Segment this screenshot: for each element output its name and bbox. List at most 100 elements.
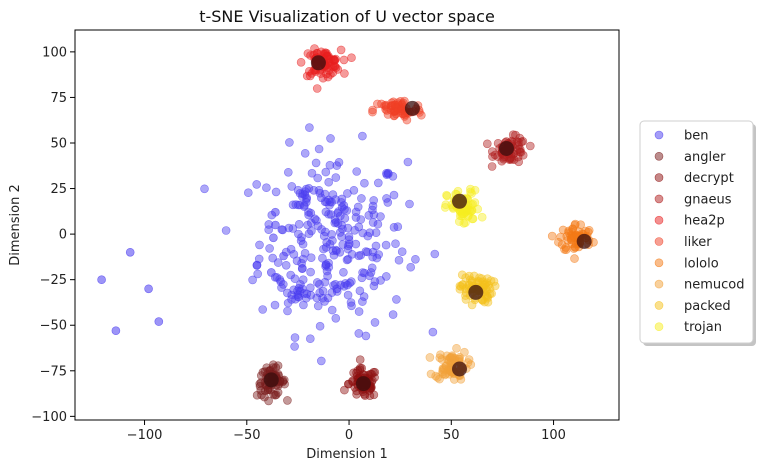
data-point xyxy=(318,286,328,296)
data-point xyxy=(266,268,276,277)
data-point xyxy=(290,333,300,342)
data-point xyxy=(356,215,366,224)
data-point xyxy=(291,200,301,209)
data-point xyxy=(436,350,445,360)
data-point xyxy=(473,277,483,286)
data-point xyxy=(271,207,280,217)
data-point xyxy=(320,297,329,306)
legend-item-hea2p: hea2p xyxy=(654,214,725,229)
data-point xyxy=(324,209,333,219)
data-point xyxy=(325,160,335,170)
data-point xyxy=(320,189,330,199)
legend-marker xyxy=(654,279,664,289)
data-point xyxy=(331,313,341,323)
data-point xyxy=(255,240,264,250)
data-point xyxy=(358,297,367,306)
points-layer xyxy=(97,44,598,406)
legend-item-liker: liker xyxy=(654,235,712,250)
data-point xyxy=(300,149,310,158)
legend-label: lololo xyxy=(684,256,719,271)
series-packed xyxy=(455,270,500,310)
data-point xyxy=(355,286,365,296)
data-point xyxy=(554,237,563,247)
centroid-point xyxy=(576,233,592,249)
legend-item-lololo: lololo xyxy=(654,256,719,271)
y-tick-label: −25 xyxy=(40,273,67,288)
legend-box xyxy=(639,120,754,344)
data-point xyxy=(200,184,209,194)
data-point xyxy=(360,178,369,188)
data-point xyxy=(252,180,262,189)
data-point xyxy=(306,208,316,218)
data-point xyxy=(315,321,325,331)
legend-marker xyxy=(654,130,664,140)
data-point xyxy=(489,277,499,286)
legend-item-nemucod: nemucod xyxy=(654,278,745,293)
data-point xyxy=(357,273,367,283)
data-point xyxy=(403,157,413,167)
data-point xyxy=(281,260,291,270)
data-point xyxy=(283,168,293,177)
data-point xyxy=(320,197,330,207)
data-point xyxy=(487,147,497,156)
legend-label: packed xyxy=(684,299,731,314)
data-point xyxy=(473,204,483,214)
data-point xyxy=(300,187,310,196)
data-point xyxy=(371,228,381,237)
series-decrypt xyxy=(340,355,380,401)
data-point xyxy=(352,167,362,176)
data-point xyxy=(398,98,408,108)
data-point xyxy=(286,244,296,254)
data-point xyxy=(397,247,407,256)
data-point xyxy=(392,295,401,304)
legend-marker xyxy=(654,258,664,268)
data-point xyxy=(388,310,398,319)
data-point xyxy=(368,105,377,115)
data-point xyxy=(468,214,477,224)
data-point xyxy=(373,99,382,109)
legend-label: gnaeus xyxy=(684,192,732,207)
data-point xyxy=(584,226,594,235)
data-point xyxy=(381,102,391,111)
data-point xyxy=(313,173,323,183)
data-point xyxy=(564,228,573,237)
data-point xyxy=(330,218,340,228)
data-point xyxy=(275,275,285,284)
data-point xyxy=(389,190,399,200)
data-point xyxy=(296,57,306,67)
data-point xyxy=(265,244,274,253)
legend-label: liker xyxy=(684,235,712,250)
data-point xyxy=(301,197,311,207)
data-point xyxy=(357,194,366,203)
data-point xyxy=(465,275,475,285)
centroid-point xyxy=(468,284,484,300)
data-point xyxy=(278,225,288,235)
centroid-point xyxy=(355,376,371,392)
y-tick-label: 100 xyxy=(42,45,67,60)
series-gnaeus xyxy=(482,130,535,171)
data-point xyxy=(294,220,304,229)
data-point xyxy=(299,202,309,211)
data-point xyxy=(321,207,331,217)
legend-item-ben: ben xyxy=(654,129,709,144)
legend-label: angler xyxy=(684,150,726,165)
series-liker xyxy=(368,96,426,125)
data-point xyxy=(355,363,365,373)
data-point xyxy=(334,158,344,167)
data-point xyxy=(316,356,326,366)
data-point xyxy=(353,202,363,212)
y-tick-label: 75 xyxy=(50,91,67,106)
data-point xyxy=(482,139,492,149)
legend-marker xyxy=(654,322,664,332)
data-point xyxy=(320,277,330,287)
data-point xyxy=(292,256,302,266)
data-point xyxy=(328,236,337,245)
y-tick-label: 25 xyxy=(50,182,67,197)
data-point xyxy=(369,281,379,291)
data-point xyxy=(391,239,400,248)
legend-item-angler: angler xyxy=(654,150,726,165)
data-point xyxy=(456,374,466,384)
data-point xyxy=(339,201,349,210)
data-point xyxy=(302,289,312,299)
data-point xyxy=(327,305,337,315)
